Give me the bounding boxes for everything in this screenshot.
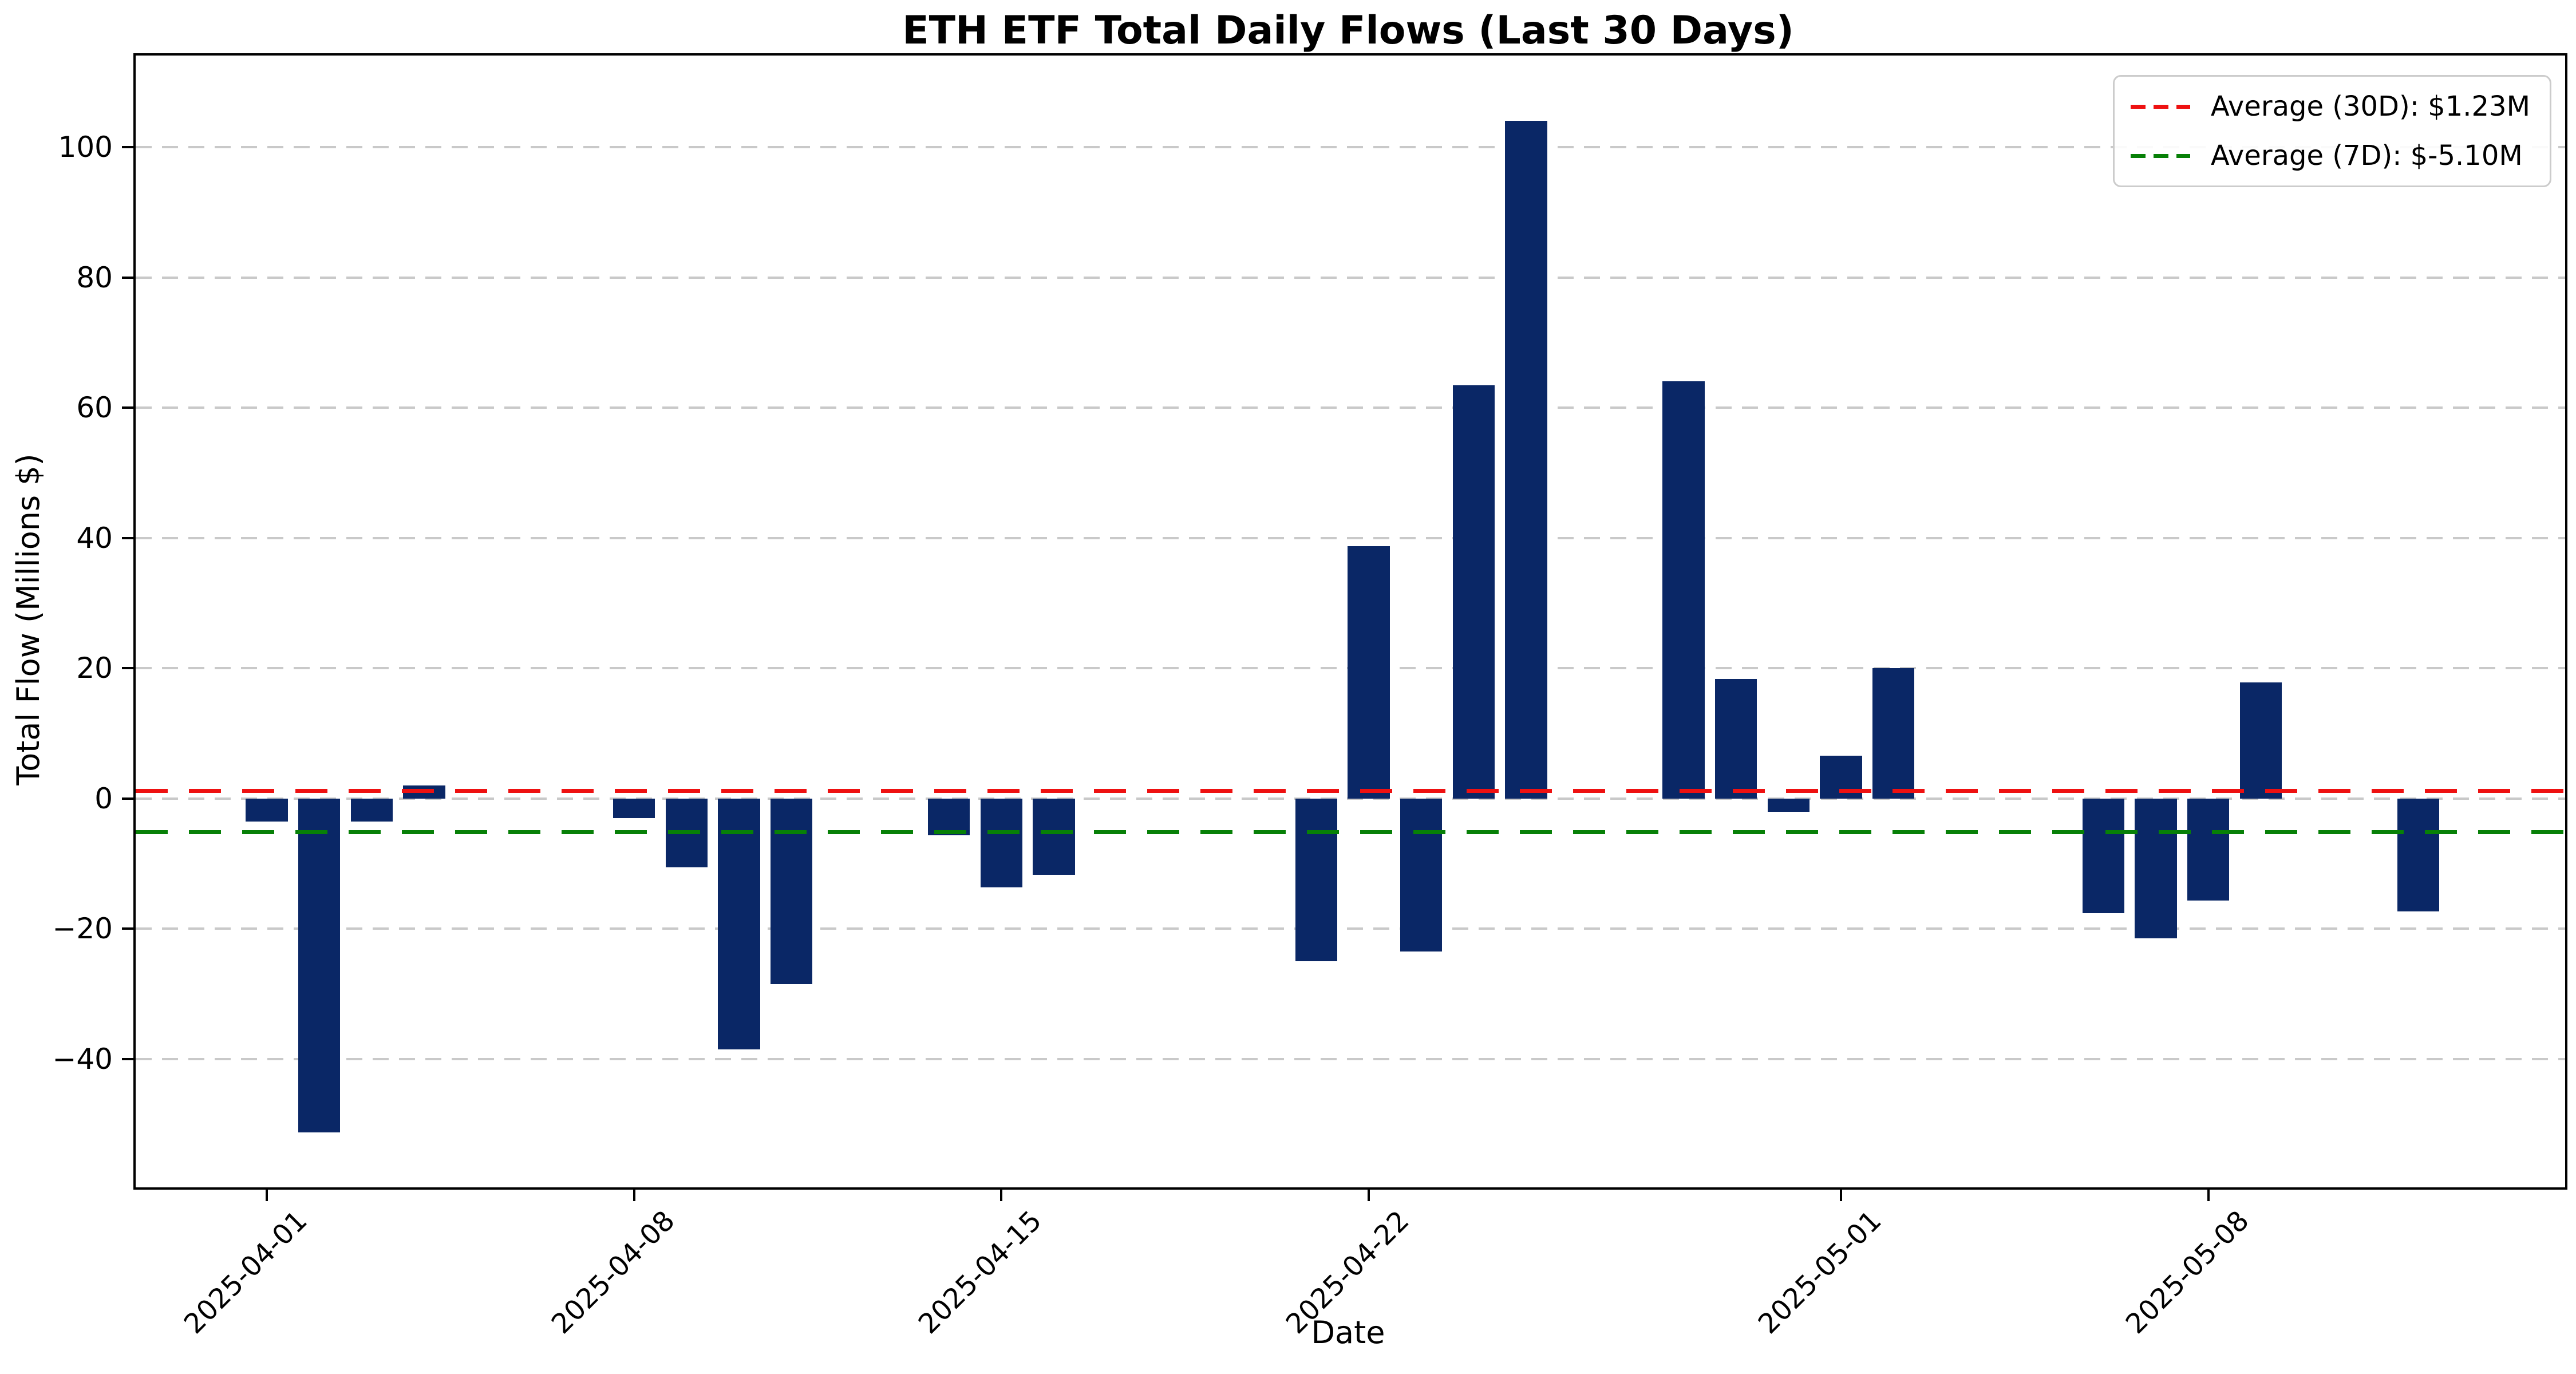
x-tick-mark: [633, 1190, 635, 1201]
x-tick-mark: [1840, 1190, 1843, 1201]
bar: [350, 798, 393, 822]
y-tick-mark: [122, 927, 133, 930]
y-axis-label: Total Flow (Millions $): [10, 453, 46, 785]
y-tick-mark: [122, 406, 133, 409]
y-tick-mark: [122, 1057, 133, 1060]
legend-label-average-7d: Average (7D): $-5.10M: [2210, 140, 2523, 172]
bar: [298, 798, 341, 1133]
bar: [2082, 798, 2125, 914]
y-gridline: [136, 146, 2565, 149]
y-tick-label: 80: [76, 260, 113, 294]
legend: Average (30D): $1.23M Average (7D): $-5.…: [2112, 75, 2551, 187]
y-gridline: [136, 1057, 2565, 1060]
bar: [1872, 668, 1915, 799]
y-gridline: [136, 406, 2565, 409]
y-tick-label: −40: [52, 1042, 113, 1076]
bar: [2135, 798, 2177, 939]
bar: [771, 798, 813, 985]
y-tick-label: 0: [94, 781, 113, 815]
bar: [1033, 798, 1075, 875]
bar: [928, 798, 970, 835]
average-30d-line: [136, 788, 2565, 793]
y-tick-mark: [122, 276, 133, 279]
average-30d-dashed-line-swatch: [2130, 104, 2190, 109]
bar: [2397, 798, 2439, 911]
bar: [2187, 798, 2230, 901]
y-tick-label: 100: [58, 131, 113, 164]
bar: [1715, 678, 1757, 799]
bar: [980, 798, 1023, 887]
bar: [1662, 381, 1705, 799]
bar: [1400, 798, 1443, 952]
y-gridline: [136, 927, 2565, 930]
plot-area: −40 −20 0 20 40 60 80 100 2025-04-01 2025-04-08 20…: [52, 53, 2567, 1340]
y-gridline: [136, 797, 2565, 800]
bar: [2239, 682, 2282, 799]
x-tick-mark: [1000, 1190, 1003, 1201]
y-tick-mark: [122, 797, 133, 800]
legend-item-average-30d: Average (30D): $1.23M: [2130, 90, 2530, 123]
bar: [1295, 798, 1338, 962]
y-gridline: [136, 276, 2565, 279]
y-tick-mark: [122, 536, 133, 539]
y-tick-label: 60: [76, 391, 113, 425]
chart-title: ETH ETF Total Daily Flows (Last 30 Days): [902, 8, 1794, 53]
bar: [1505, 120, 1547, 799]
x-tick-mark: [2207, 1190, 2210, 1201]
y-tick-label: 40: [76, 521, 113, 555]
x-tick-mark: [266, 1190, 268, 1201]
bar: [1348, 546, 1390, 799]
legend-item-average-7d: Average (7D): $-5.10M: [2130, 140, 2530, 172]
y-tick-mark: [122, 667, 133, 670]
x-axis-label: Date: [1311, 1314, 1385, 1351]
y-tick-label: 20: [76, 652, 113, 685]
x-tick-mark: [1368, 1190, 1370, 1201]
bar: [246, 798, 288, 822]
average-7d-line: [136, 830, 2565, 834]
y-gridline: [136, 536, 2565, 539]
bar: [1452, 385, 1495, 799]
bar: [718, 798, 760, 1049]
bar: [1767, 798, 1810, 812]
y-tick-mark: [122, 146, 133, 149]
legend-label-average-30d: Average (30D): $1.23M: [2210, 90, 2530, 123]
y-tick-label: −20: [52, 912, 113, 946]
average-7d-dashed-line-swatch: [2130, 153, 2190, 158]
bar: [613, 798, 655, 819]
